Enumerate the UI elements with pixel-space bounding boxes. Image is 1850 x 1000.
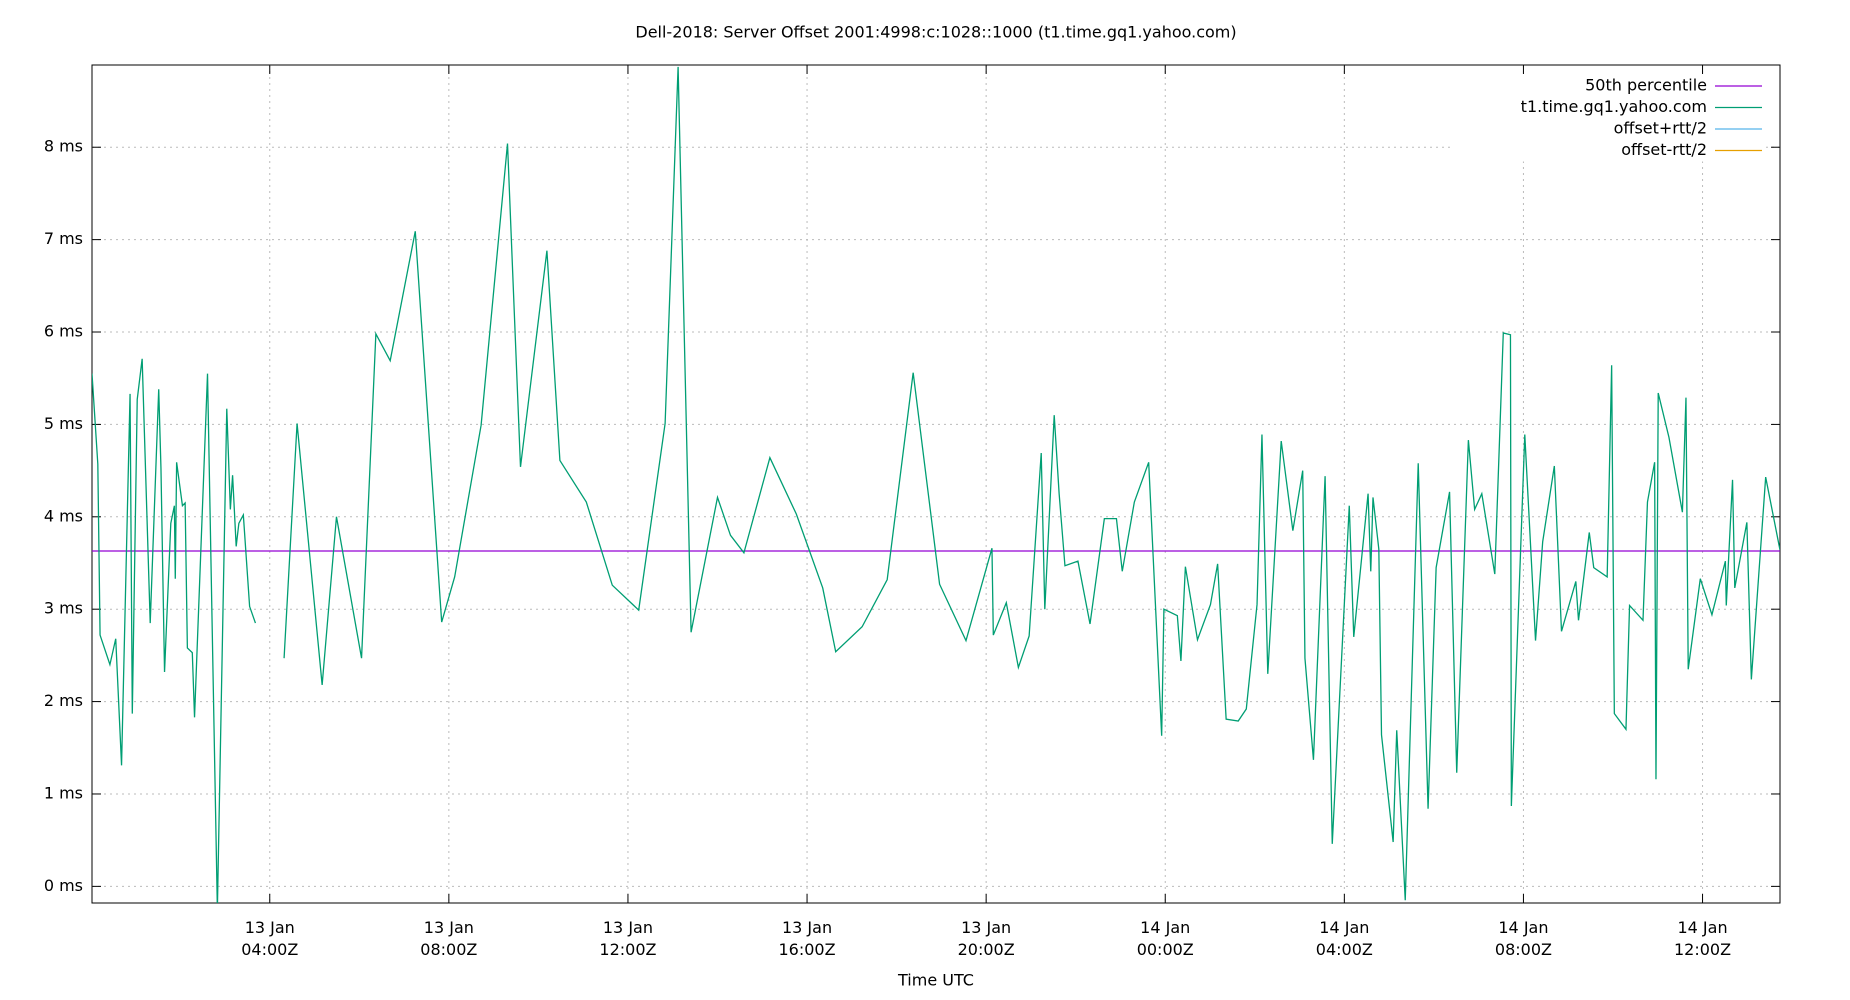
legend-label: offset-rtt/2	[1621, 140, 1707, 159]
plot-frame	[91, 64, 1781, 904]
legend-bg	[1452, 140, 1762, 162]
y-tick-label: 1 ms	[44, 783, 83, 802]
x-tick-label: 14 Jan 12:00Z	[1673, 918, 1732, 959]
x-tick-label: 14 Jan 08:00Z	[1494, 918, 1552, 959]
y-tick-label: 7 ms	[44, 229, 83, 248]
y-tick-label: 2 ms	[44, 691, 83, 710]
y-tick-label: 5 ms	[44, 414, 83, 433]
x-tick-label: 13 Jan 12:00Z	[599, 918, 657, 959]
x-tick-label: 14 Jan 04:00Z	[1315, 918, 1373, 959]
legend-bg	[1452, 76, 1762, 97]
y-tick-label: 6 ms	[44, 322, 83, 341]
x-tick-label: 13 Jan 08:00Z	[420, 918, 478, 959]
legend-bg	[1452, 119, 1762, 140]
legend-label: offset+rtt/2	[1614, 119, 1707, 138]
y-tick-label: 4 ms	[44, 506, 83, 525]
x-tick-label: 13 Jan 20:00Z	[957, 918, 1015, 959]
y-tick-label: 8 ms	[44, 137, 83, 156]
plot-area	[92, 66, 1780, 903]
data-line	[92, 66, 1780, 903]
legend-label: 50th percentile	[1585, 76, 1707, 95]
legend-bg	[1452, 97, 1762, 119]
y-tick-label: 3 ms	[44, 599, 83, 618]
chart-title: Dell-2018: Server Offset 2001:4998:c:102…	[635, 23, 1236, 42]
legend-label: t1.time.gq1.yahoo.com	[1521, 97, 1707, 116]
x-tick-label: 13 Jan 04:00Z	[241, 918, 299, 959]
x-tick-label: 13 Jan 16:00Z	[778, 918, 836, 959]
x-axis-label: Time UTC	[897, 971, 974, 990]
y-tick-label: 0 ms	[44, 876, 83, 895]
x-tick-label: 14 Jan 00:00Z	[1136, 918, 1194, 959]
